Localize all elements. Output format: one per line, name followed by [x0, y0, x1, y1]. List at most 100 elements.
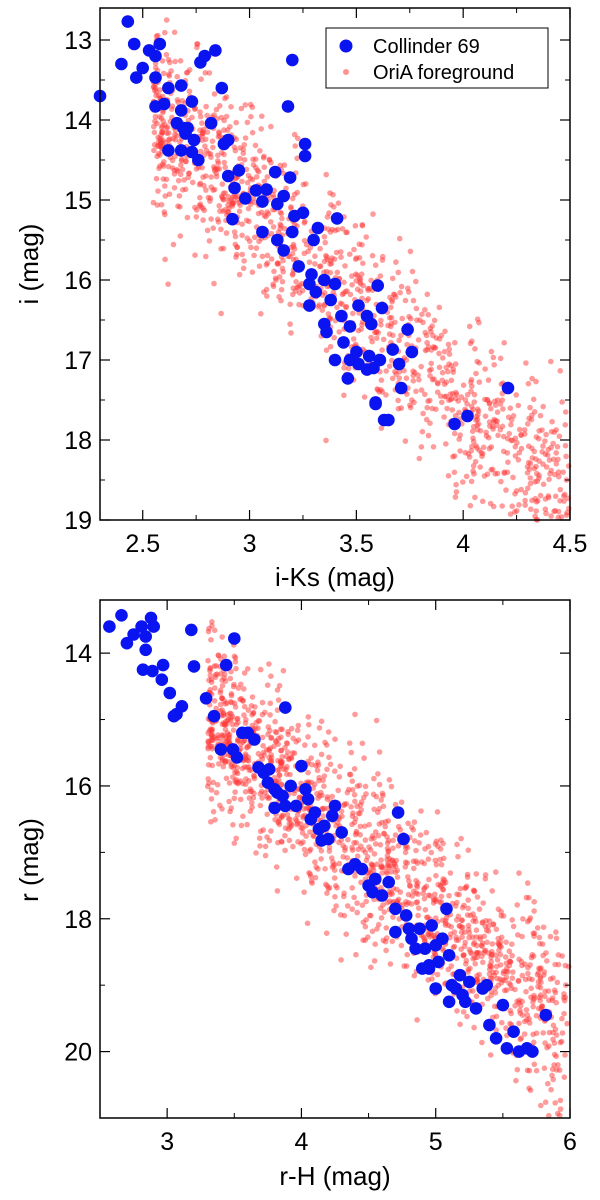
oria-foreground-point	[493, 926, 500, 933]
oria-foreground-point	[562, 422, 569, 428]
oria-foreground-point	[330, 859, 336, 865]
oria-foreground-point	[174, 97, 181, 103]
oria-foreground-point	[244, 666, 251, 672]
oria-foreground-point	[239, 178, 245, 185]
x-axis-label-top: i-Ks (mag)	[275, 562, 395, 592]
collinder69-point	[209, 44, 222, 57]
oria-foreground-point	[401, 367, 407, 374]
collinder69-point	[500, 1042, 514, 1055]
collinder69-point	[215, 81, 229, 95]
oria-foreground-point	[470, 887, 477, 894]
oria-foreground-point	[205, 776, 211, 782]
collinder69-point	[328, 799, 342, 813]
oria-foreground-point	[553, 999, 559, 1006]
oria-foreground-point	[361, 794, 367, 801]
oria-foreground-point	[329, 793, 336, 800]
oria-foreground-point	[537, 412, 544, 419]
oria-foreground-point	[458, 835, 464, 842]
oria-foreground-point	[208, 787, 215, 793]
oria-foreground-point	[322, 866, 328, 872]
oria-foreground-point	[488, 954, 494, 961]
oria-foreground-point	[221, 159, 228, 166]
collinder69-point	[442, 949, 456, 962]
oria-foreground-point	[506, 948, 513, 954]
oria-foreground-point	[339, 226, 346, 232]
oria-foreground-point	[343, 931, 350, 937]
oria-foreground-point	[418, 387, 425, 393]
oria-foreground-point	[371, 851, 378, 857]
oria-foreground-point	[372, 841, 379, 847]
oria-foreground-point	[166, 191, 173, 197]
oria-foreground-point	[452, 412, 459, 419]
oria-foreground-point	[308, 779, 315, 786]
oria-foreground-point	[398, 942, 405, 949]
oria-foreground-point	[395, 269, 402, 276]
legend-label-oria-foreground: OriA foreground	[373, 62, 514, 84]
oria-foreground-point	[217, 701, 224, 708]
oria-foreground-point	[407, 248, 414, 255]
collinder69-point	[279, 701, 292, 714]
oria-foreground-point	[193, 214, 200, 220]
oria-foreground-point	[459, 934, 465, 940]
oria-foreground-point	[396, 235, 403, 242]
oria-foreground-point	[421, 935, 428, 942]
oria-foreground-point	[420, 410, 426, 417]
oria-foreground-point	[178, 162, 184, 168]
oria-foreground-point	[251, 790, 257, 797]
oria-foreground-point	[244, 119, 251, 126]
oria-foreground-point	[340, 854, 347, 860]
oria-foreground-point	[373, 793, 380, 800]
oria-foreground-point	[301, 889, 307, 895]
oria-foreground-point	[231, 762, 238, 769]
oria-foreground-point	[349, 787, 356, 793]
oria-foreground-point	[510, 474, 516, 481]
oria-foreground-point	[445, 341, 452, 348]
oria-foreground-point	[388, 783, 395, 790]
oria-foreground-point	[530, 999, 536, 1005]
oria-foreground-point	[494, 957, 501, 963]
collinder69-point	[501, 381, 515, 395]
oria-foreground-point	[223, 775, 230, 782]
oria-foreground-point	[390, 845, 396, 851]
oria-foreground-point	[287, 816, 293, 822]
oria-foreground-point	[561, 498, 567, 504]
oria-foreground-point	[482, 413, 489, 420]
oria-foreground-point	[522, 490, 529, 496]
oria-foreground-point	[469, 428, 476, 435]
oria-foreground-point	[354, 909, 361, 916]
oria-foreground-point	[470, 438, 477, 445]
oria-foreground-point	[359, 902, 366, 908]
oria-foreground-point	[341, 392, 347, 399]
oria-foreground-point	[489, 466, 496, 473]
oria-foreground-point	[448, 963, 455, 969]
oria-foreground-point	[231, 840, 238, 846]
oria-foreground-point	[324, 214, 331, 220]
collinder69-point	[480, 978, 494, 992]
oria-foreground-point	[259, 711, 266, 718]
oria-foreground-point	[233, 721, 240, 728]
oria-foreground-point	[236, 208, 243, 215]
oria-foreground-point	[402, 859, 409, 865]
oria-foreground-point	[485, 923, 492, 929]
oria-foreground-point	[294, 727, 301, 734]
oria-foreground-point	[233, 254, 239, 260]
collinder69-point	[369, 397, 382, 411]
oria-foreground-point	[510, 923, 517, 930]
oria-foreground-point	[418, 859, 425, 865]
oria-foreground-point	[505, 414, 512, 421]
oria-foreground-point	[428, 849, 435, 856]
oria-foreground-point	[379, 257, 386, 263]
oria-foreground-point	[345, 365, 352, 372]
oria-foreground-point	[546, 476, 552, 483]
oria-foreground-point	[222, 726, 229, 733]
oria-foreground-point	[279, 278, 286, 285]
oria-foreground-point	[503, 1025, 509, 1031]
oria-foreground-point	[528, 506, 534, 512]
oria-foreground-point	[559, 1015, 565, 1022]
y-tick-label: 16	[64, 773, 92, 801]
collinder69-point	[375, 301, 389, 315]
oria-foreground-point	[218, 246, 224, 252]
collinder69-point	[301, 792, 315, 806]
oria-foreground-point	[557, 1097, 564, 1104]
